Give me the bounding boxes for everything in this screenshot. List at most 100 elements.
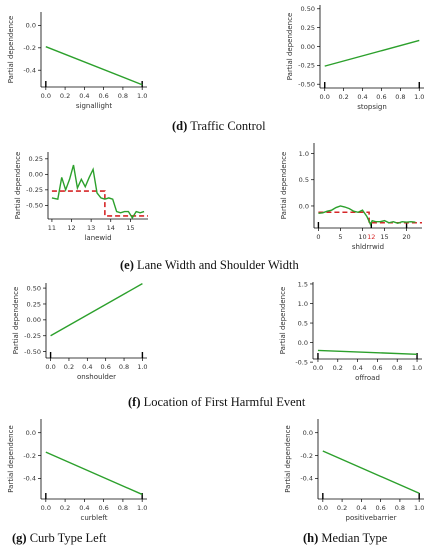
chart-shldrrwid: 0 5 10 15 20 1.0 0.5 0.0 shldrrwid Partial depend… [280,143,422,251]
x-tick-label: 1.0 [137,363,147,371]
series-line [45,451,143,496]
y-tick-label: 0.5 [299,176,309,184]
x-axis-label: stopsign [357,103,387,111]
y-tick-label: 0.25 [27,300,41,308]
x-tick-label: 20 [402,233,410,241]
x-tick-label: 1.0 [137,504,147,512]
y-tick-label: -0.25 [24,332,41,340]
y-axis-label: Partial dependence [279,287,287,355]
y-tick-label: -0.4 [23,475,36,483]
y-tick-label: 1.0 [298,300,308,308]
x-tick-label: 0.0 [41,504,51,512]
x-axis-label: signallight [76,102,112,110]
x-tick-label: 0.0 [320,93,330,101]
x-tick-label: 0.4 [352,364,362,372]
x-tick-label: 10 [358,233,366,241]
x-tick-label: 15 [380,233,388,241]
x-tick-label: 0.2 [64,363,74,371]
x-tick-label: 0.0 [45,363,55,371]
y-tick-label: 0.0 [299,202,309,210]
y-tick-label: 1.5 [298,280,308,288]
caption-d: (d) Traffic Control [172,119,266,133]
x-tick-label: 0.6 [98,92,108,100]
x-tick-label: 0.0 [41,92,51,100]
x-tick-label: 0.4 [356,504,366,512]
y-tick-label: -0.25 [298,62,315,70]
x-tick-label: 14 [107,224,115,232]
x-tick-label: 13 [87,224,95,232]
x-tick-label: 15 [126,224,134,232]
y-tick-label: -0.50 [26,202,43,210]
y-axis-label: Partial dependence [280,152,288,220]
y-tick-label: -0.4 [23,67,36,75]
x-tick-label: 0.0 [313,364,323,372]
annotation-label: 12 [367,233,375,241]
y-tick-label: 0.0 [26,429,36,437]
x-tick-label: 0.8 [395,93,405,101]
chart-positivebarrier: 0.0 0.2 0.4 0.6 0.8 1.0 0.0 -0.2 -0.4 positivebar… [284,419,424,522]
caption-g: (g) Curb Type Left [12,531,107,545]
x-tick-label: 0.4 [79,92,89,100]
y-axis-label: Partial dependence [286,13,294,81]
y-tick-label: 0.0 [298,339,308,347]
x-tick-label: 11 [48,224,56,232]
chart-curbleft: 0.0 0.2 0.4 0.6 0.8 1.0 0.0 -0.2 -0.4 curbleft Par… [7,419,147,522]
y-tick-label: 0.25 [29,155,43,163]
x-tick-label: 0.6 [372,364,382,372]
x-axis-label: offroad [355,374,380,382]
x-tick-label: 0.4 [79,504,89,512]
y-tick-label: -0.2 [23,44,36,52]
y-tick-label: 0.50 [27,284,41,292]
threshold-line [318,211,422,224]
y-tick-label: 0.0 [26,22,36,30]
y-tick-label: -0.2 [300,452,313,460]
x-tick-label: 0 [316,233,320,241]
y-tick-label: -0.4 [300,475,313,483]
y-tick-label: -0.50 [298,81,315,89]
x-tick-label: 0.2 [60,92,70,100]
chart-signallight: 0.0 0.2 0.4 0.6 0.8 1.0 0.0 -0.2 -0.4 signallight… [7,12,147,110]
x-tick-label: 0.8 [119,363,129,371]
x-tick-label: 0.6 [376,93,386,101]
x-tick-label: 0.6 [101,363,111,371]
threshold-line [51,190,148,217]
y-tick-label: -0.5 [295,358,308,366]
series-line [51,164,145,220]
x-tick-label: 0.8 [118,92,128,100]
y-tick-label: 0.5 [298,319,308,327]
y-axis-label: Partial dependence [284,425,292,493]
caption-e: (e) Lane Width and Shoulder Width [120,258,299,272]
series-line [317,349,418,356]
y-tick-label: 0.00 [29,171,43,179]
series-line [45,46,143,86]
x-tick-label: 1.0 [137,92,147,100]
y-tick-label: 0.00 [301,43,315,51]
y-tick-label: -0.25 [26,186,43,194]
x-axis-label: shldrrwid [352,243,384,251]
series-line [322,450,420,494]
x-tick-label: 0.2 [338,93,348,101]
y-axis-label: Partial dependence [12,287,20,355]
caption-f: (f) Location of First Harmful Event [128,395,306,409]
chart-onshoulder: 0.0 0.2 0.4 0.6 0.8 1.0 0.50 0.25 0.00 -0.25 -0.50… [12,283,148,381]
x-axis-label: onshoulder [77,373,116,381]
caption-h: (h) Median Type [303,531,388,545]
x-axis-label: curbleft [81,514,108,522]
x-tick-label: 12 [67,224,75,232]
y-axis-label: Partial dependence [14,152,22,220]
x-tick-label: 5 [338,233,342,241]
chart-offroad: 0.0 0.2 0.4 0.6 0.8 1.0 1.5 1.0 0.5 0.0 -0.5 offroa… [279,280,422,382]
x-tick-label: 0.6 [98,504,108,512]
y-tick-label: -0.2 [23,452,36,460]
y-axis-label: Partial dependence [7,425,15,493]
x-tick-label: 1.0 [414,93,424,101]
y-tick-label: 0.50 [301,5,315,13]
chart-lanewid: 11 12 13 14 15 0.25 0.00 -0.25 -0.50 lanewid Parti… [14,152,148,242]
y-tick-label: -0.50 [24,348,41,356]
chart-stopsign: 0.0 0.2 0.4 0.6 0.8 1.0 0.50 0.25 0.00 -0.25 -0.50… [286,5,424,111]
series-line [50,283,143,337]
x-tick-label: 0.8 [392,364,402,372]
series-line [324,39,420,67]
y-tick-label: 0.0 [303,429,313,437]
